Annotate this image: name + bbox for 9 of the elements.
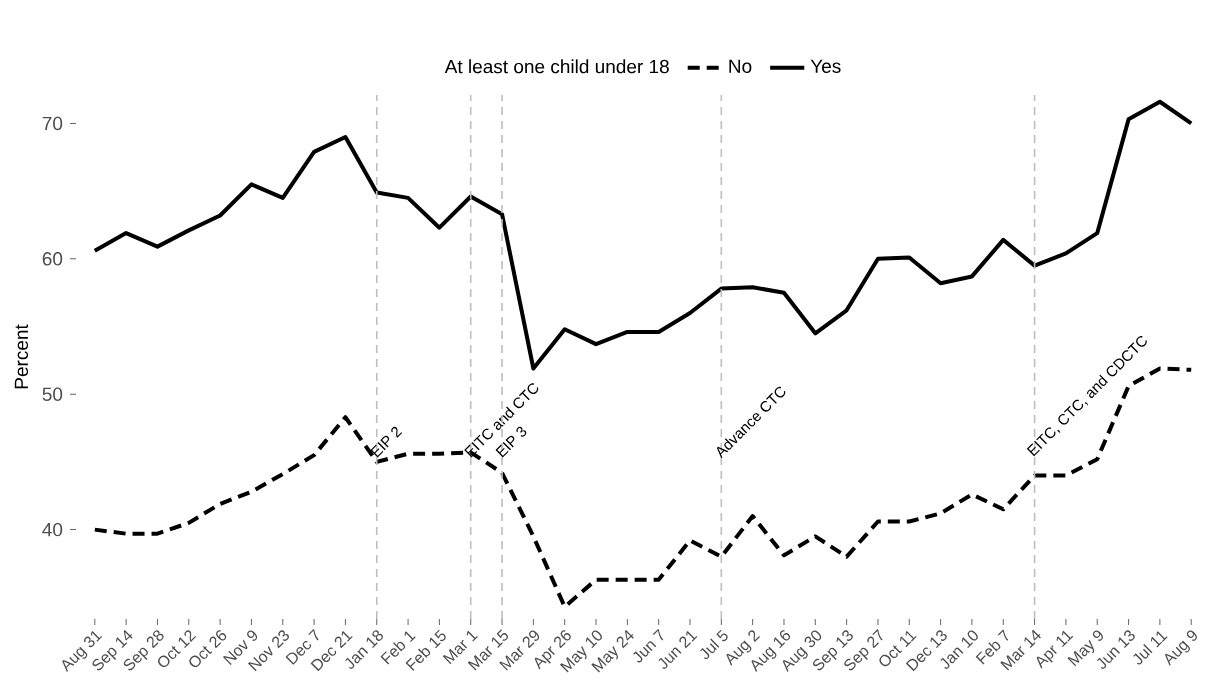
y-tick-label: 70 <box>42 116 63 131</box>
y-tick-label: 50 <box>42 387 63 401</box>
legend-label: Yes <box>810 59 841 73</box>
ref-line-label: EIP 2 <box>370 426 403 458</box>
legend-label: No <box>729 59 752 73</box>
y-tick-label: 60 <box>42 252 63 266</box>
legend-title: At least one child under 18 <box>444 59 669 74</box>
y-tick-label: 40 <box>42 522 63 537</box>
y-axis-title: Percent <box>14 324 29 389</box>
